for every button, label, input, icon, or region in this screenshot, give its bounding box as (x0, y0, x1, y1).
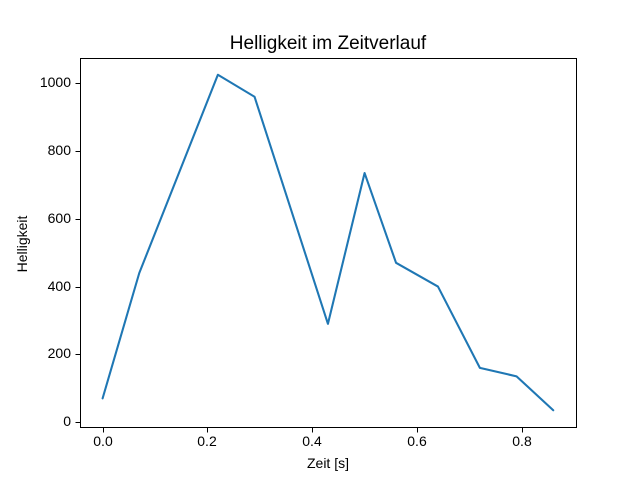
svg-text:400: 400 (48, 278, 72, 294)
svg-text:200: 200 (48, 345, 72, 361)
svg-text:Zeit [s]: Zeit [s] (307, 455, 349, 471)
svg-text:0.8: 0.8 (512, 433, 532, 449)
svg-text:0.2: 0.2 (197, 433, 217, 449)
svg-text:0.6: 0.6 (407, 433, 427, 449)
svg-text:0.0: 0.0 (93, 433, 113, 449)
svg-text:0: 0 (63, 413, 71, 429)
svg-text:600: 600 (48, 210, 72, 226)
svg-text:800: 800 (48, 142, 72, 158)
svg-text:Helligkeit im Zeitverlauf: Helligkeit im Zeitverlauf (230, 33, 427, 54)
svg-text:0.4: 0.4 (302, 433, 322, 449)
svg-text:1000: 1000 (40, 74, 71, 90)
svg-text:Helligkeit: Helligkeit (14, 215, 30, 272)
